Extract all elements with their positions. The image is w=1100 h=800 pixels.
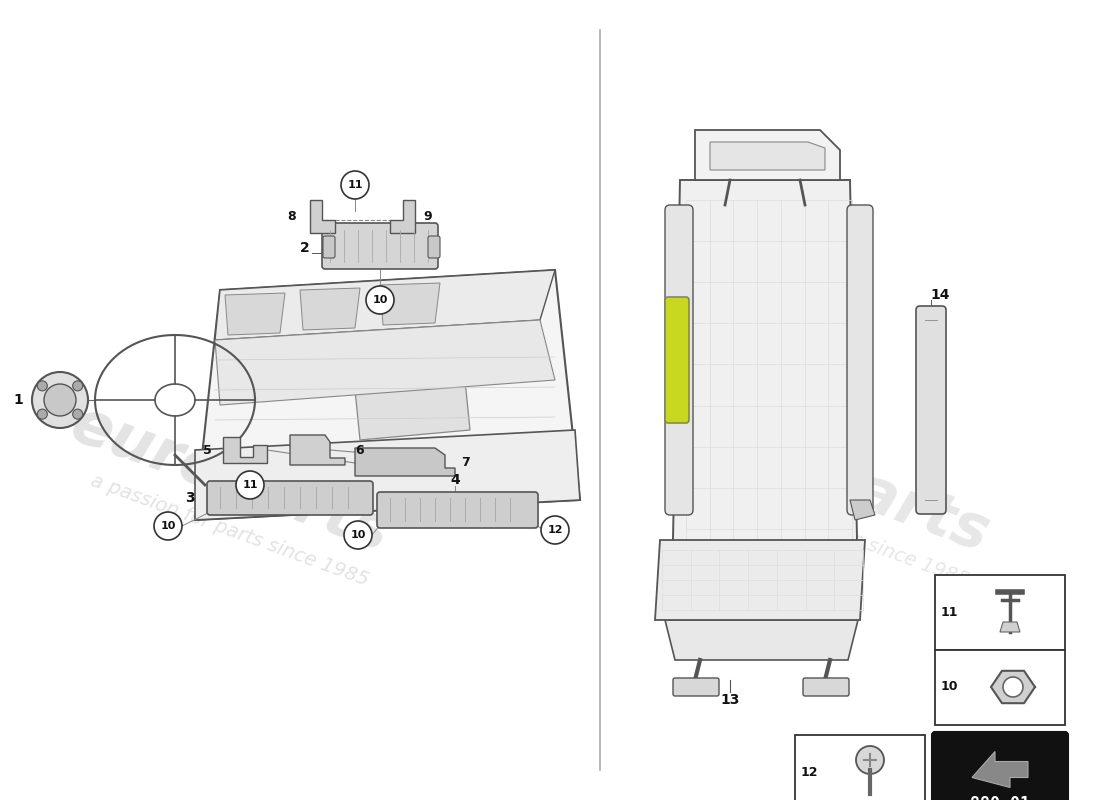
Polygon shape bbox=[226, 293, 285, 335]
Polygon shape bbox=[710, 142, 825, 170]
Circle shape bbox=[44, 384, 76, 416]
Circle shape bbox=[154, 512, 182, 540]
Text: 8: 8 bbox=[288, 210, 296, 223]
FancyBboxPatch shape bbox=[795, 735, 925, 800]
Text: 7: 7 bbox=[461, 457, 470, 470]
Circle shape bbox=[37, 409, 47, 419]
Circle shape bbox=[541, 516, 569, 544]
FancyBboxPatch shape bbox=[428, 236, 440, 258]
Text: 9: 9 bbox=[424, 210, 432, 223]
Text: 12: 12 bbox=[801, 766, 817, 778]
Polygon shape bbox=[991, 671, 1035, 703]
Text: 880 01: 880 01 bbox=[970, 795, 1030, 800]
Text: 2: 2 bbox=[300, 241, 310, 255]
Text: 11: 11 bbox=[242, 480, 257, 490]
Polygon shape bbox=[214, 320, 556, 405]
Text: 13: 13 bbox=[720, 693, 739, 707]
Text: 11: 11 bbox=[348, 180, 363, 190]
Text: a passion for parts since 1985: a passion for parts since 1985 bbox=[88, 470, 372, 590]
FancyBboxPatch shape bbox=[916, 306, 946, 514]
Text: a passion for parts since 1985: a passion for parts since 1985 bbox=[689, 470, 971, 590]
Text: 6: 6 bbox=[355, 443, 364, 457]
Polygon shape bbox=[290, 435, 345, 465]
Circle shape bbox=[37, 381, 47, 391]
Text: 10: 10 bbox=[372, 295, 387, 305]
Circle shape bbox=[856, 746, 884, 774]
FancyBboxPatch shape bbox=[207, 481, 373, 515]
Circle shape bbox=[366, 286, 394, 314]
Polygon shape bbox=[195, 430, 580, 520]
Polygon shape bbox=[1000, 622, 1020, 632]
FancyBboxPatch shape bbox=[935, 575, 1065, 650]
FancyBboxPatch shape bbox=[803, 678, 849, 696]
Text: 14: 14 bbox=[931, 288, 949, 302]
Circle shape bbox=[236, 471, 264, 499]
Text: euroParts: euroParts bbox=[63, 395, 397, 565]
Circle shape bbox=[32, 372, 88, 428]
FancyBboxPatch shape bbox=[673, 678, 719, 696]
FancyBboxPatch shape bbox=[666, 205, 693, 515]
FancyBboxPatch shape bbox=[322, 223, 438, 269]
FancyBboxPatch shape bbox=[323, 236, 336, 258]
Circle shape bbox=[73, 409, 82, 419]
Text: 10: 10 bbox=[350, 530, 365, 540]
Polygon shape bbox=[223, 437, 267, 463]
FancyBboxPatch shape bbox=[847, 205, 873, 515]
FancyBboxPatch shape bbox=[932, 732, 1068, 800]
Polygon shape bbox=[666, 620, 858, 660]
Text: 10: 10 bbox=[940, 681, 958, 694]
Circle shape bbox=[1003, 677, 1023, 697]
Polygon shape bbox=[214, 270, 556, 340]
Text: 11: 11 bbox=[940, 606, 958, 618]
Text: 4: 4 bbox=[450, 473, 460, 487]
Text: 12: 12 bbox=[548, 525, 563, 535]
Polygon shape bbox=[300, 288, 360, 330]
Polygon shape bbox=[310, 200, 336, 233]
Text: 3: 3 bbox=[185, 491, 195, 505]
Text: 1: 1 bbox=[13, 393, 23, 407]
FancyBboxPatch shape bbox=[935, 650, 1065, 725]
Text: euroParts: euroParts bbox=[662, 395, 998, 565]
Polygon shape bbox=[850, 500, 875, 520]
Polygon shape bbox=[350, 330, 470, 440]
Polygon shape bbox=[195, 270, 580, 520]
Circle shape bbox=[341, 171, 368, 199]
Text: 10: 10 bbox=[161, 521, 176, 531]
FancyBboxPatch shape bbox=[666, 297, 689, 423]
Polygon shape bbox=[972, 751, 1028, 787]
FancyBboxPatch shape bbox=[377, 492, 538, 528]
Polygon shape bbox=[695, 130, 840, 180]
Polygon shape bbox=[390, 200, 415, 233]
Circle shape bbox=[73, 381, 82, 391]
Polygon shape bbox=[672, 180, 858, 590]
Text: 5: 5 bbox=[202, 443, 211, 457]
Circle shape bbox=[344, 521, 372, 549]
Polygon shape bbox=[355, 448, 455, 476]
Polygon shape bbox=[654, 540, 865, 620]
Polygon shape bbox=[379, 283, 440, 325]
